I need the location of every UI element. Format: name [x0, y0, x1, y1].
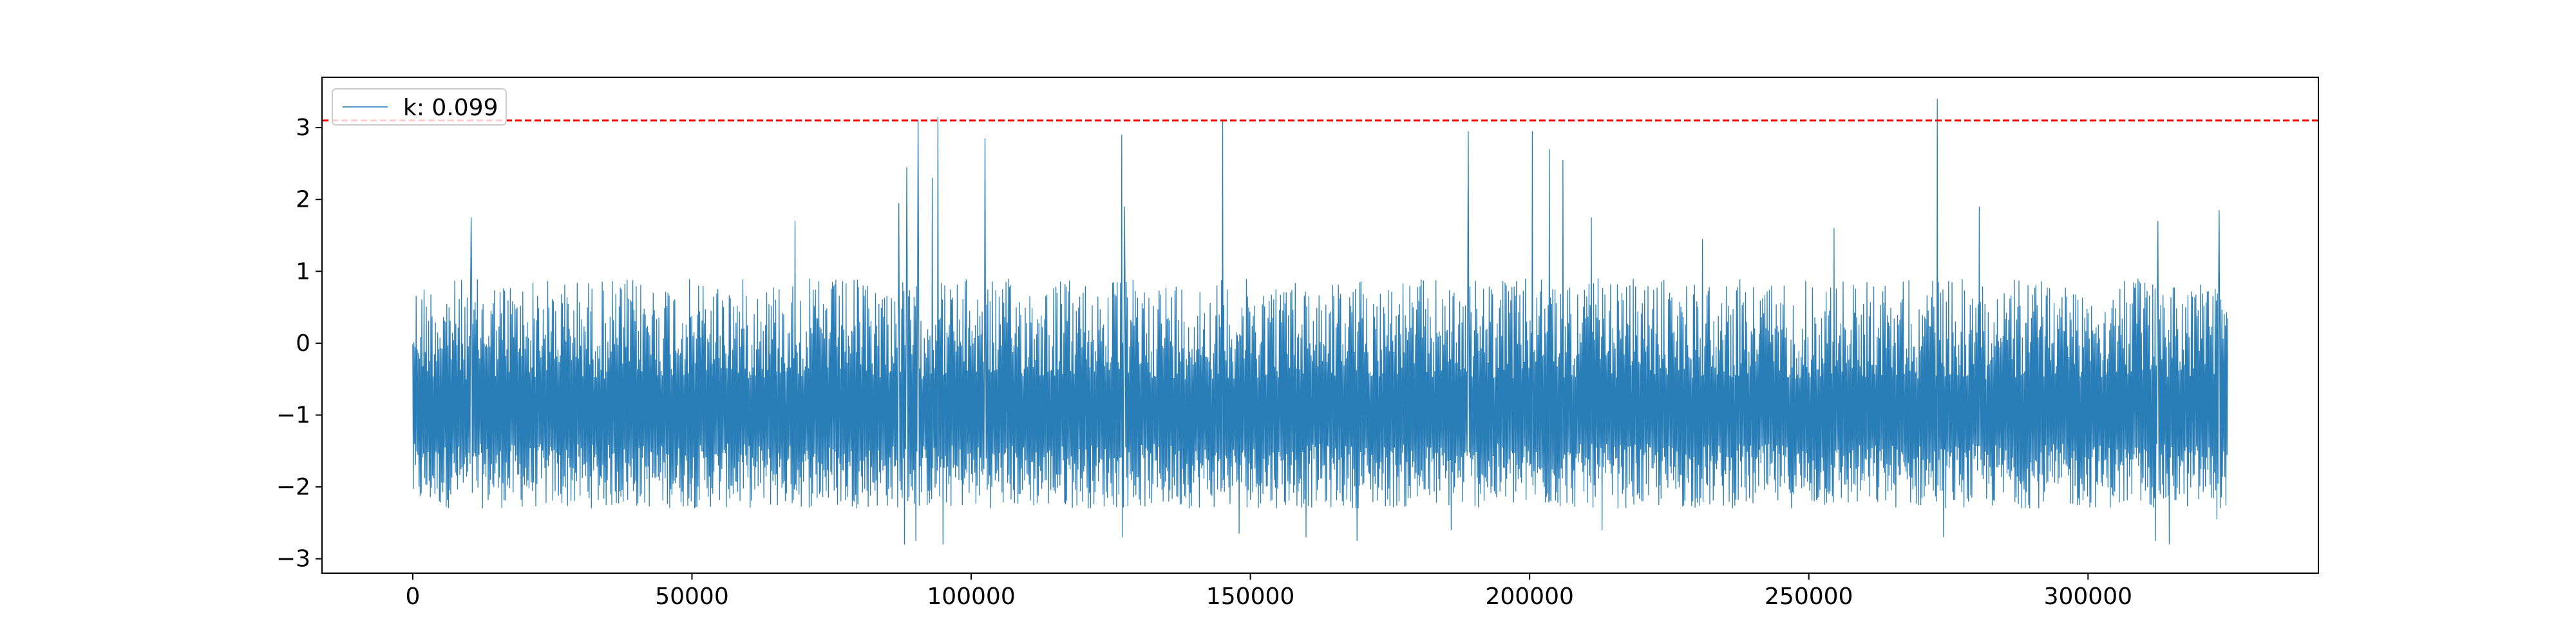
y-tick-label: −1 — [276, 402, 310, 428]
y-axis-ticks: −3 −2 −1 0 1 2 3 — [276, 115, 322, 573]
x-tick-label: 0 — [405, 583, 420, 610]
x-tick-label: 50000 — [655, 583, 729, 610]
y-tick-label: 2 — [296, 187, 310, 213]
series-line — [412, 99, 2228, 545]
legend-series-label: k: 0.099 — [403, 95, 498, 121]
x-axis-ticks: 0 50000 100000 150000 200000 250000 300000 — [405, 573, 2132, 610]
x-tick-label: 250000 — [1765, 583, 1853, 610]
y-tick-label: −2 — [276, 474, 310, 500]
y-tick-label: 3 — [296, 115, 310, 141]
series-layer — [412, 99, 2228, 545]
legend: k: 0.099 — [332, 88, 507, 126]
x-tick-label: 200000 — [1485, 583, 1573, 610]
axes-frame — [321, 77, 2319, 574]
x-tick-label: 300000 — [2044, 583, 2132, 610]
legend-box — [332, 88, 507, 126]
x-tick-label: 150000 — [1206, 583, 1294, 610]
y-tick-label: −3 — [276, 546, 310, 573]
x-tick-label: 100000 — [927, 583, 1015, 610]
y-tick-label: 1 — [296, 258, 310, 285]
y-tick-label: 0 — [296, 330, 310, 357]
